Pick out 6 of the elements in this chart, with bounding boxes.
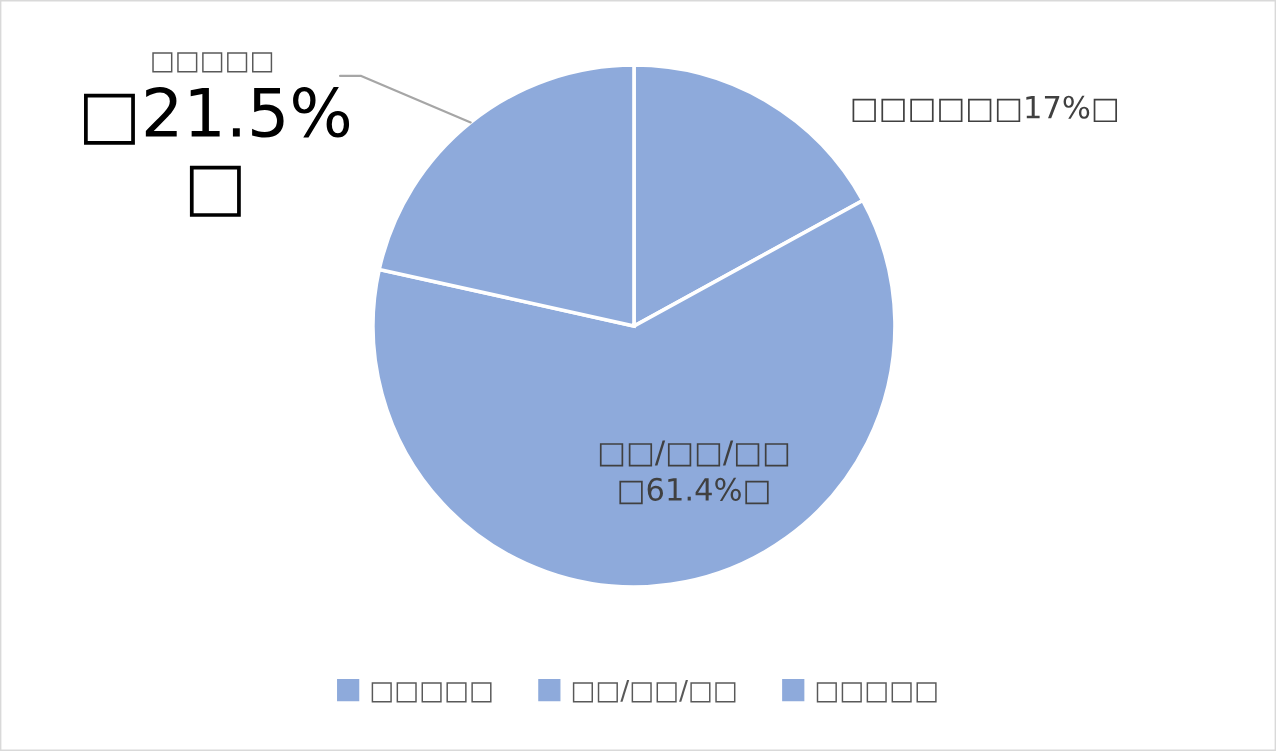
legend-label: □□/□□/□□ — [572, 680, 736, 703]
data-label: □□□□□ □21.5% □ — [84, 52, 350, 217]
legend-label: □□□□□ — [371, 682, 492, 703]
data-label: □□□□□□17%□ — [852, 95, 1118, 123]
data-label: □□/□□/□□ □61.4%□ — [599, 440, 789, 505]
legend-label: □□□□□ — [816, 682, 937, 703]
